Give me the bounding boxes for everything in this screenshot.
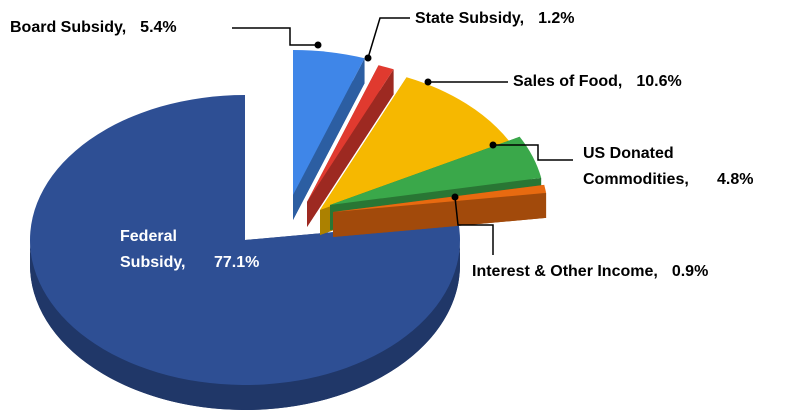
value-label: 77.1% [214, 254, 260, 271]
value-label: 0.9% [671, 263, 709, 280]
value-label: 5.4% [140, 19, 177, 36]
slice [293, 50, 365, 195]
slice-label: State Subsidy, 1.2% [415, 6, 575, 32]
slice-label: Sales of Food, 10.6% [513, 69, 682, 95]
slice-label: US Donated Commodities, 4.8% [583, 141, 753, 193]
category-label: Sales of Food, [513, 73, 623, 90]
value-label: 10.6% [636, 73, 682, 90]
leader-dot [314, 41, 322, 49]
category-label: Board Subsidy, [10, 19, 127, 36]
leader-line [232, 27, 318, 46]
leader-line [454, 196, 494, 255]
category-label: Federal Subsidy, [120, 228, 186, 271]
slice-label: Board Subsidy, 5.4% [10, 15, 177, 41]
leader-lines [232, 17, 573, 255]
slice [307, 65, 394, 202]
slices [29, 50, 547, 410]
leader-dot [424, 78, 432, 86]
slice-wall [307, 69, 394, 227]
category-label: US Donated Commodities, [583, 145, 689, 188]
category-label: State Subsidy, [415, 10, 525, 27]
slice-label: Federal Subsidy, 77.1% [120, 224, 259, 276]
slice [320, 77, 510, 210]
slice-wall [293, 58, 365, 220]
leader-line [367, 17, 410, 59]
value-label: 1.2% [538, 10, 575, 27]
slice [330, 136, 542, 205]
slice [29, 95, 460, 386]
leader-line [493, 144, 573, 161]
value-label: 4.8% [717, 171, 754, 188]
leader-dot [489, 141, 497, 149]
slice-label: Interest & Other Income, 0.9% [472, 259, 708, 285]
leader-dot [451, 193, 459, 201]
category-label: Interest & Other Income, [472, 263, 658, 280]
slice-side [30, 240, 460, 410]
slice-wall [333, 192, 547, 237]
slice [333, 184, 547, 212]
leader-dot [364, 54, 372, 62]
